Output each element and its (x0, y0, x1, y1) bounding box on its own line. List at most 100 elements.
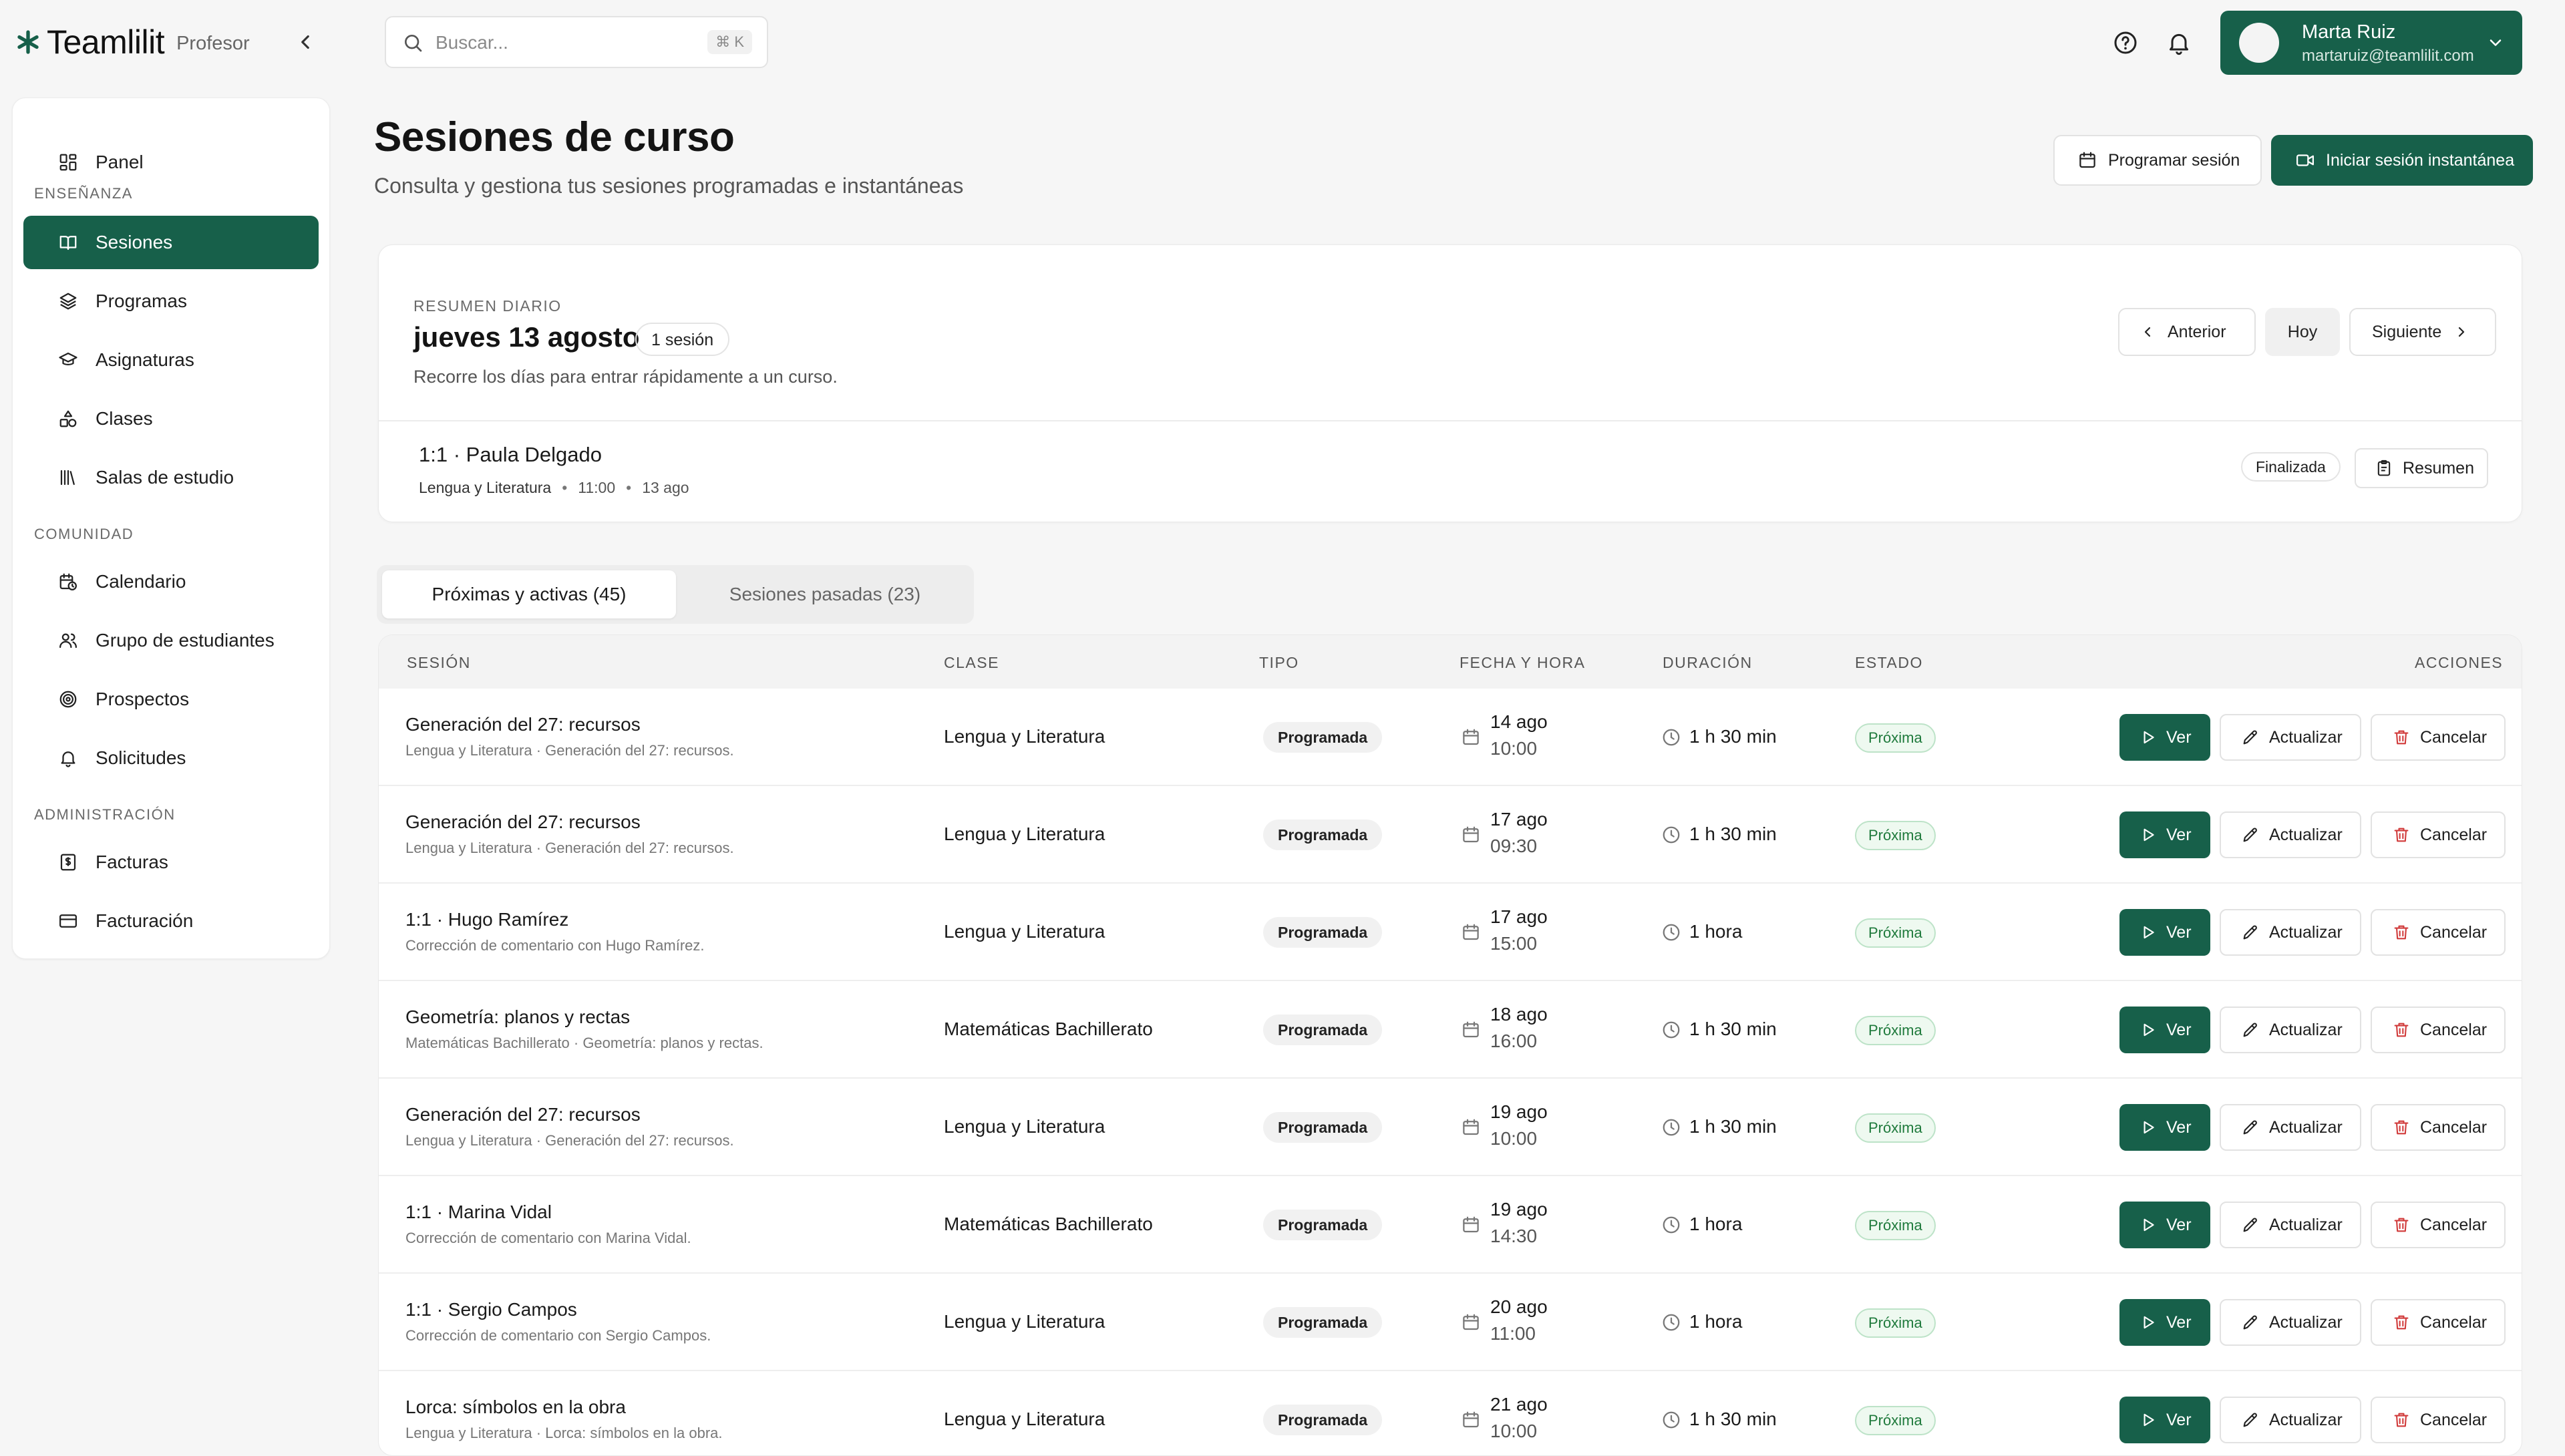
tab-past-sessions[interactable]: Sesiones pasadas (23) (729, 584, 921, 604)
clock-icon (1661, 727, 1681, 747)
table-row[interactable]: 1:1 · Sergio Campos Corrección de coment… (379, 1274, 2522, 1371)
table-row[interactable]: 1:1 · Hugo Ramírez Corrección de comenta… (379, 884, 2522, 981)
start-instant-session-button[interactable]: Iniciar sesión instantánea (2271, 135, 2533, 186)
cancel-button[interactable]: Cancelar (2371, 1104, 2506, 1151)
view-button[interactable]: Ver (2119, 714, 2210, 761)
sidebar-item-prospectos[interactable]: Prospectos (23, 673, 319, 726)
view-button[interactable]: Ver (2119, 909, 2210, 956)
view-button[interactable]: Ver (2119, 1202, 2210, 1248)
previous-day-button[interactable]: Anterior (2118, 308, 2256, 356)
update-button[interactable]: Actualizar (2220, 714, 2361, 761)
logo[interactable]: Teamlilit Profesor (15, 23, 250, 61)
update-label: Actualizar (2269, 1020, 2343, 1039)
sidebar-item-salas-de-estudio[interactable]: Salas de estudio (23, 451, 319, 504)
update-button[interactable]: Actualizar (2220, 1299, 2361, 1346)
chevron-down-icon (2486, 33, 2505, 52)
user-menu[interactable]: Marta Ruiz martaruiz@teamlilit.com (2220, 11, 2522, 75)
session-type-badge: Programada (1263, 1112, 1383, 1143)
session-subtitle: Corrección de comentario con Sergio Camp… (405, 1327, 711, 1344)
today-button[interactable]: Hoy (2265, 308, 2340, 356)
sidebar-item-label: Facturación (96, 910, 194, 931)
chevron-left-icon (2140, 324, 2156, 340)
calendar-icon (1461, 1020, 1481, 1040)
search-input[interactable] (434, 27, 677, 59)
clock-icon (1661, 1020, 1681, 1040)
sidebar-item-grupo-de-estudiantes[interactable]: Grupo de estudiantes (23, 614, 319, 667)
cancel-button[interactable]: Cancelar (2371, 811, 2506, 858)
sidebar-item-sesiones[interactable]: Sesiones (23, 216, 319, 269)
cancel-button[interactable]: Cancelar (2371, 909, 2506, 956)
page-subtitle: Consulta y gestiona tus sesiones program… (374, 174, 964, 198)
session-time: 09:30 (1490, 836, 1538, 856)
update-button[interactable]: Actualizar (2220, 909, 2361, 956)
table-row[interactable]: 1:1 · Marina Vidal Corrección de comenta… (379, 1176, 2522, 1274)
view-button[interactable]: Ver (2119, 1007, 2210, 1053)
cancel-button[interactable]: Cancelar (2371, 1299, 2506, 1346)
sidebar-item-solicitudes[interactable]: Solicitudes (23, 731, 319, 785)
play-icon (2140, 1021, 2157, 1039)
sidebar-item-calendario[interactable]: Calendario (23, 555, 319, 608)
update-label: Actualizar (2269, 1117, 2343, 1137)
session-class: Lengua y Literatura (944, 1409, 1105, 1429)
bell-icon (2170, 33, 2188, 55)
collapse-sidebar-button[interactable] (294, 31, 317, 53)
cancel-button[interactable]: Cancelar (2371, 1007, 2506, 1053)
clock-icon (1661, 1312, 1681, 1332)
session-subtitle: Corrección de comentario con Hugo Ramíre… (405, 937, 705, 954)
sidebar-item-panel[interactable]: Panel (23, 136, 319, 189)
update-button[interactable]: Actualizar (2220, 1397, 2361, 1443)
pencil-icon (2241, 923, 2260, 942)
sidebar-item-label: Calendario (96, 571, 186, 592)
update-button[interactable]: Actualizar (2220, 811, 2361, 858)
pencil-icon (2241, 1021, 2260, 1039)
clock-icon (1661, 922, 1681, 942)
calendar-icon (1461, 727, 1481, 747)
sidebar-item-programas[interactable]: Programas (23, 275, 319, 328)
summary-button[interactable]: Resumen (2355, 448, 2488, 488)
graduation-cap-icon (58, 350, 78, 370)
table-row[interactable]: Lorca: símbolos en la obra Lengua y Lite… (379, 1371, 2522, 1455)
next-day-button[interactable]: Siguiente (2349, 308, 2496, 356)
search-box[interactable]: ⌘ K (385, 16, 768, 68)
sidebar-item-label: Salas de estudio (96, 467, 234, 488)
cancel-button[interactable]: Cancelar (2371, 714, 2506, 761)
view-button[interactable]: Ver (2119, 1299, 2210, 1346)
table-row[interactable]: Generación del 27: recursos Lengua y Lit… (379, 1079, 2522, 1176)
session-duration: 1 hora (1689, 1311, 1743, 1332)
play-icon (2140, 729, 2157, 746)
tab-upcoming-active[interactable]: Próximas y activas (45) (382, 570, 676, 618)
update-button[interactable]: Actualizar (2220, 1104, 2361, 1151)
users-icon (58, 630, 78, 651)
table-row[interactable]: Generación del 27: recursos Lengua y Lit… (379, 689, 2522, 786)
sidebar-item-facturas[interactable]: Facturas (23, 836, 319, 889)
help-button[interactable] (2112, 29, 2139, 56)
help-circle-icon (2114, 31, 2137, 54)
sidebar-item-asignaturas[interactable]: Asignaturas (23, 333, 319, 387)
session-subtitle: Corrección de comentario con Marina Vida… (405, 1230, 691, 1246)
update-button[interactable]: Actualizar (2220, 1202, 2361, 1248)
view-button[interactable]: Ver (2119, 1104, 2210, 1151)
pencil-icon (2241, 1216, 2260, 1234)
view-button[interactable]: Ver (2119, 811, 2210, 858)
sidebar-item-label: Asignaturas (96, 349, 194, 370)
session-date: 21 ago (1490, 1394, 1548, 1415)
sidebar-item-clases[interactable]: Clases (23, 392, 319, 445)
session-duration: 1 h 30 min (1689, 1116, 1777, 1137)
session-time: 10:00 (1490, 738, 1538, 759)
session-date: 19 ago (1490, 1101, 1548, 1122)
trash-icon (2392, 1313, 2411, 1332)
cancel-button[interactable]: Cancelar (2371, 1202, 2506, 1248)
session-tabs: Próximas y activas (45) Sesiones pasadas… (377, 565, 974, 624)
cancel-label: Cancelar (2420, 1215, 2488, 1234)
update-button[interactable]: Actualizar (2220, 1007, 2361, 1053)
update-label: Actualizar (2269, 727, 2343, 747)
view-button[interactable]: Ver (2119, 1397, 2210, 1443)
schedule-session-button[interactable]: Programar sesión (2053, 135, 2262, 186)
table-row[interactable]: Geometría: planos y rectas Matemáticas B… (379, 981, 2522, 1079)
table-row[interactable]: Generación del 27: recursos Lengua y Lit… (379, 786, 2522, 884)
sidebar-item-facturacion[interactable]: Facturación (23, 894, 319, 948)
cancel-button[interactable]: Cancelar (2371, 1397, 2506, 1443)
session-type-badge: Programada (1263, 1210, 1383, 1240)
notifications-button[interactable] (2166, 29, 2192, 56)
session-time: 14:30 (1490, 1226, 1538, 1246)
